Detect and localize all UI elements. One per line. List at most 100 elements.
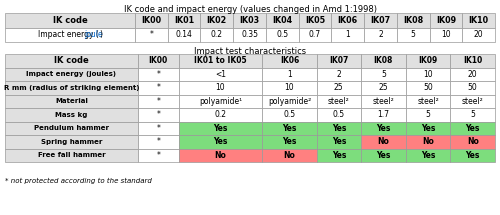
- Text: Yes: Yes: [466, 124, 480, 133]
- Bar: [135, 13, 168, 28]
- Text: 20: 20: [468, 70, 477, 79]
- Text: Impact energy (joule): Impact energy (joule): [7, 30, 89, 39]
- Text: ): ): [99, 30, 102, 39]
- Bar: [462, 13, 495, 28]
- Bar: [178, 108, 262, 121]
- Bar: [233, 13, 266, 28]
- Bar: [316, 95, 361, 108]
- Bar: [138, 68, 178, 81]
- Bar: [406, 135, 450, 149]
- Text: No: No: [214, 151, 226, 160]
- Bar: [316, 68, 361, 81]
- Text: Material: Material: [55, 98, 88, 104]
- Bar: [450, 135, 495, 149]
- Bar: [332, 28, 364, 42]
- Text: *: *: [156, 110, 160, 119]
- Text: 0.5: 0.5: [276, 30, 288, 39]
- Bar: [138, 108, 178, 121]
- Bar: [266, 28, 298, 42]
- Text: IK10: IK10: [468, 16, 488, 25]
- Bar: [262, 54, 316, 68]
- Text: 5: 5: [470, 110, 475, 119]
- Text: IK02: IK02: [206, 16, 227, 25]
- Bar: [5, 68, 138, 81]
- Text: No: No: [422, 137, 434, 146]
- Bar: [364, 28, 397, 42]
- Text: R mm (radius of striking element): R mm (radius of striking element): [4, 85, 139, 91]
- Bar: [462, 28, 495, 42]
- Bar: [361, 135, 406, 149]
- Bar: [178, 149, 262, 162]
- Text: steel²: steel²: [462, 97, 483, 106]
- Bar: [450, 95, 495, 108]
- Bar: [5, 149, 138, 162]
- Bar: [262, 135, 316, 149]
- Bar: [266, 13, 298, 28]
- Bar: [138, 135, 178, 149]
- Bar: [406, 95, 450, 108]
- Text: Yes: Yes: [332, 124, 346, 133]
- Text: IK00: IK00: [142, 16, 162, 25]
- Text: No: No: [378, 137, 390, 146]
- Text: Mass kg: Mass kg: [56, 112, 88, 118]
- Text: 20: 20: [474, 30, 484, 39]
- Bar: [406, 108, 450, 121]
- Bar: [5, 28, 135, 42]
- Bar: [361, 121, 406, 135]
- Text: IK04: IK04: [272, 16, 292, 25]
- Text: 0.5: 0.5: [284, 110, 296, 119]
- Bar: [406, 54, 450, 68]
- Bar: [262, 81, 316, 95]
- Bar: [138, 54, 178, 68]
- Text: 1.7: 1.7: [378, 110, 390, 119]
- Text: Spring hammer: Spring hammer: [41, 139, 102, 145]
- Bar: [135, 28, 168, 42]
- Text: *: *: [156, 124, 160, 133]
- Text: Impact test characteristics: Impact test characteristics: [194, 47, 306, 56]
- Text: 2: 2: [336, 70, 341, 79]
- Bar: [361, 108, 406, 121]
- Bar: [316, 54, 361, 68]
- Text: Yes: Yes: [421, 151, 435, 160]
- Text: polyamide²: polyamide²: [268, 97, 311, 106]
- Text: 10: 10: [284, 83, 294, 92]
- Bar: [5, 135, 138, 149]
- Bar: [262, 121, 316, 135]
- Text: *: *: [150, 30, 154, 39]
- Text: IK06: IK06: [280, 56, 299, 65]
- Text: Pendulum hammer: Pendulum hammer: [34, 125, 109, 131]
- Bar: [361, 149, 406, 162]
- Text: *: *: [156, 137, 160, 146]
- Text: steel²: steel²: [372, 97, 394, 106]
- Text: IK05: IK05: [305, 16, 325, 25]
- Text: Yes: Yes: [282, 137, 296, 146]
- Text: IK03: IK03: [240, 16, 260, 25]
- Bar: [298, 28, 332, 42]
- Bar: [178, 54, 262, 68]
- Bar: [5, 13, 135, 28]
- Bar: [316, 149, 361, 162]
- Text: IK08: IK08: [403, 16, 423, 25]
- Bar: [450, 108, 495, 121]
- Text: 0.14: 0.14: [176, 30, 192, 39]
- Text: IK07: IK07: [370, 16, 390, 25]
- Bar: [430, 13, 462, 28]
- Bar: [138, 121, 178, 135]
- Bar: [316, 121, 361, 135]
- Bar: [5, 108, 138, 121]
- Bar: [178, 81, 262, 95]
- Text: 5: 5: [410, 30, 416, 39]
- Text: IK01 to IK05: IK01 to IK05: [194, 56, 247, 65]
- Bar: [200, 13, 233, 28]
- Text: 1: 1: [287, 70, 292, 79]
- Text: IK06: IK06: [338, 16, 358, 25]
- Text: <1: <1: [215, 70, 226, 79]
- Bar: [361, 54, 406, 68]
- Text: Yes: Yes: [376, 151, 390, 160]
- Bar: [262, 95, 316, 108]
- Bar: [5, 121, 138, 135]
- Text: 2: 2: [378, 30, 383, 39]
- Text: 0.2: 0.2: [214, 110, 226, 119]
- Text: *: *: [156, 70, 160, 79]
- Text: IK10: IK10: [463, 56, 482, 65]
